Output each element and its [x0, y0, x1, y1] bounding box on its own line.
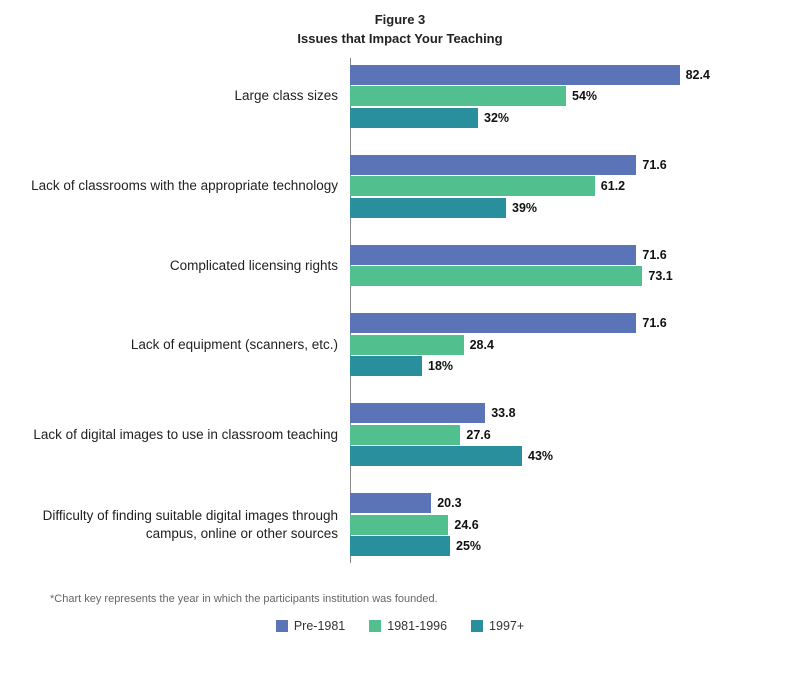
bar	[350, 425, 460, 445]
category-label: Complicated licensing rights	[20, 257, 350, 275]
bar-value-label: 32%	[484, 111, 509, 125]
bar-value-label: 61.2	[601, 179, 625, 193]
bar-group: 71.6 28.4 18%	[350, 307, 780, 383]
bar-value-label: 82.4	[686, 68, 710, 82]
category-label: Lack of digital images to use in classro…	[20, 426, 350, 444]
bar-group: 71.6 73.1	[350, 238, 780, 293]
bar-value-label: 39%	[512, 201, 537, 215]
bars-column: 82.4 54% 32% 71.6 61.2 39% 71.6 73.1 71.6 28.4 18%…	[350, 58, 780, 563]
bar-row: 24.6	[350, 515, 780, 535]
bar	[350, 108, 478, 128]
figure-label: Figure 3	[20, 12, 780, 27]
legend-label: 1997+	[489, 619, 524, 633]
chart-title: Issues that Impact Your Teaching	[20, 31, 780, 46]
legend-swatch	[276, 620, 288, 632]
chart-area: Large class sizes Lack of classrooms with…	[20, 58, 780, 563]
bar-row: 39%	[350, 198, 780, 218]
bar-row: 73.1	[350, 266, 780, 286]
bar-group: 33.827.6 43%	[350, 397, 780, 473]
bar-value-label: 33.8	[491, 406, 515, 420]
legend-label: Pre-1981	[294, 619, 345, 633]
legend-swatch	[471, 620, 483, 632]
bar-value-label: 28.4	[470, 338, 494, 352]
bar-value-label: 71.6	[642, 316, 666, 330]
legend: Pre-1981 1981-1996 1997+	[20, 619, 780, 633]
bar	[350, 356, 422, 376]
bar-row: 33.8	[350, 403, 780, 423]
bar-value-label: 73.1	[648, 269, 672, 283]
bar-value-label: 24.6	[454, 518, 478, 532]
bar-group: 82.4 54% 32%	[350, 58, 780, 134]
bar-row: 27.6	[350, 425, 780, 445]
bar	[350, 245, 636, 265]
bar-row: 43%	[350, 446, 780, 466]
bar	[350, 536, 450, 556]
bar-group: 20.3 24.6 25%	[350, 487, 780, 563]
category-labels-column: Large class sizes Lack of classrooms with…	[20, 58, 350, 563]
category-label: Lack of classrooms with the appropriate …	[20, 177, 350, 195]
bar-row: 18%	[350, 356, 780, 376]
bar-row: 54%	[350, 86, 780, 106]
bar	[350, 403, 485, 423]
bar	[350, 198, 506, 218]
bar	[350, 65, 680, 85]
bar	[350, 155, 636, 175]
bar	[350, 313, 636, 333]
bar-value-label: 71.6	[642, 248, 666, 262]
bar	[350, 515, 448, 535]
legend-item: 1997+	[471, 619, 524, 633]
bar	[350, 493, 431, 513]
bar-row: 32%	[350, 108, 780, 128]
bar	[350, 176, 595, 196]
bar-group: 71.6 61.2 39%	[350, 148, 780, 224]
bar-row: 61.2	[350, 176, 780, 196]
bar-value-label: 43%	[528, 449, 553, 463]
category-label: Large class sizes	[20, 87, 350, 105]
bar-row: 82.4	[350, 65, 780, 85]
legend-label: 1981-1996	[387, 619, 447, 633]
bar	[350, 335, 464, 355]
bar	[350, 86, 566, 106]
bar-row: 20.3	[350, 493, 780, 513]
bar-value-label: 27.6	[466, 428, 490, 442]
bar-row: 71.6	[350, 245, 780, 265]
bar-value-label: 54%	[572, 89, 597, 103]
bar	[350, 446, 522, 466]
bar-value-label: 20.3	[437, 496, 461, 510]
bar-row: 71.6	[350, 313, 780, 333]
bar-row: 25%	[350, 536, 780, 556]
bar-value-label: 71.6	[642, 158, 666, 172]
legend-swatch	[369, 620, 381, 632]
bar-row: 28.4	[350, 335, 780, 355]
footnote: *Chart key represents the year in which …	[50, 593, 780, 605]
category-label: Lack of equipment (scanners, etc.)	[20, 336, 350, 354]
legend-item: 1981-1996	[369, 619, 447, 633]
bar-row: 71.6	[350, 155, 780, 175]
bar	[350, 266, 642, 286]
bar-value-label: 18%	[428, 359, 453, 373]
bar-value-label: 25%	[456, 539, 481, 553]
category-label: Difficulty of finding suitable digital i…	[20, 507, 350, 542]
legend-item: Pre-1981	[276, 619, 345, 633]
